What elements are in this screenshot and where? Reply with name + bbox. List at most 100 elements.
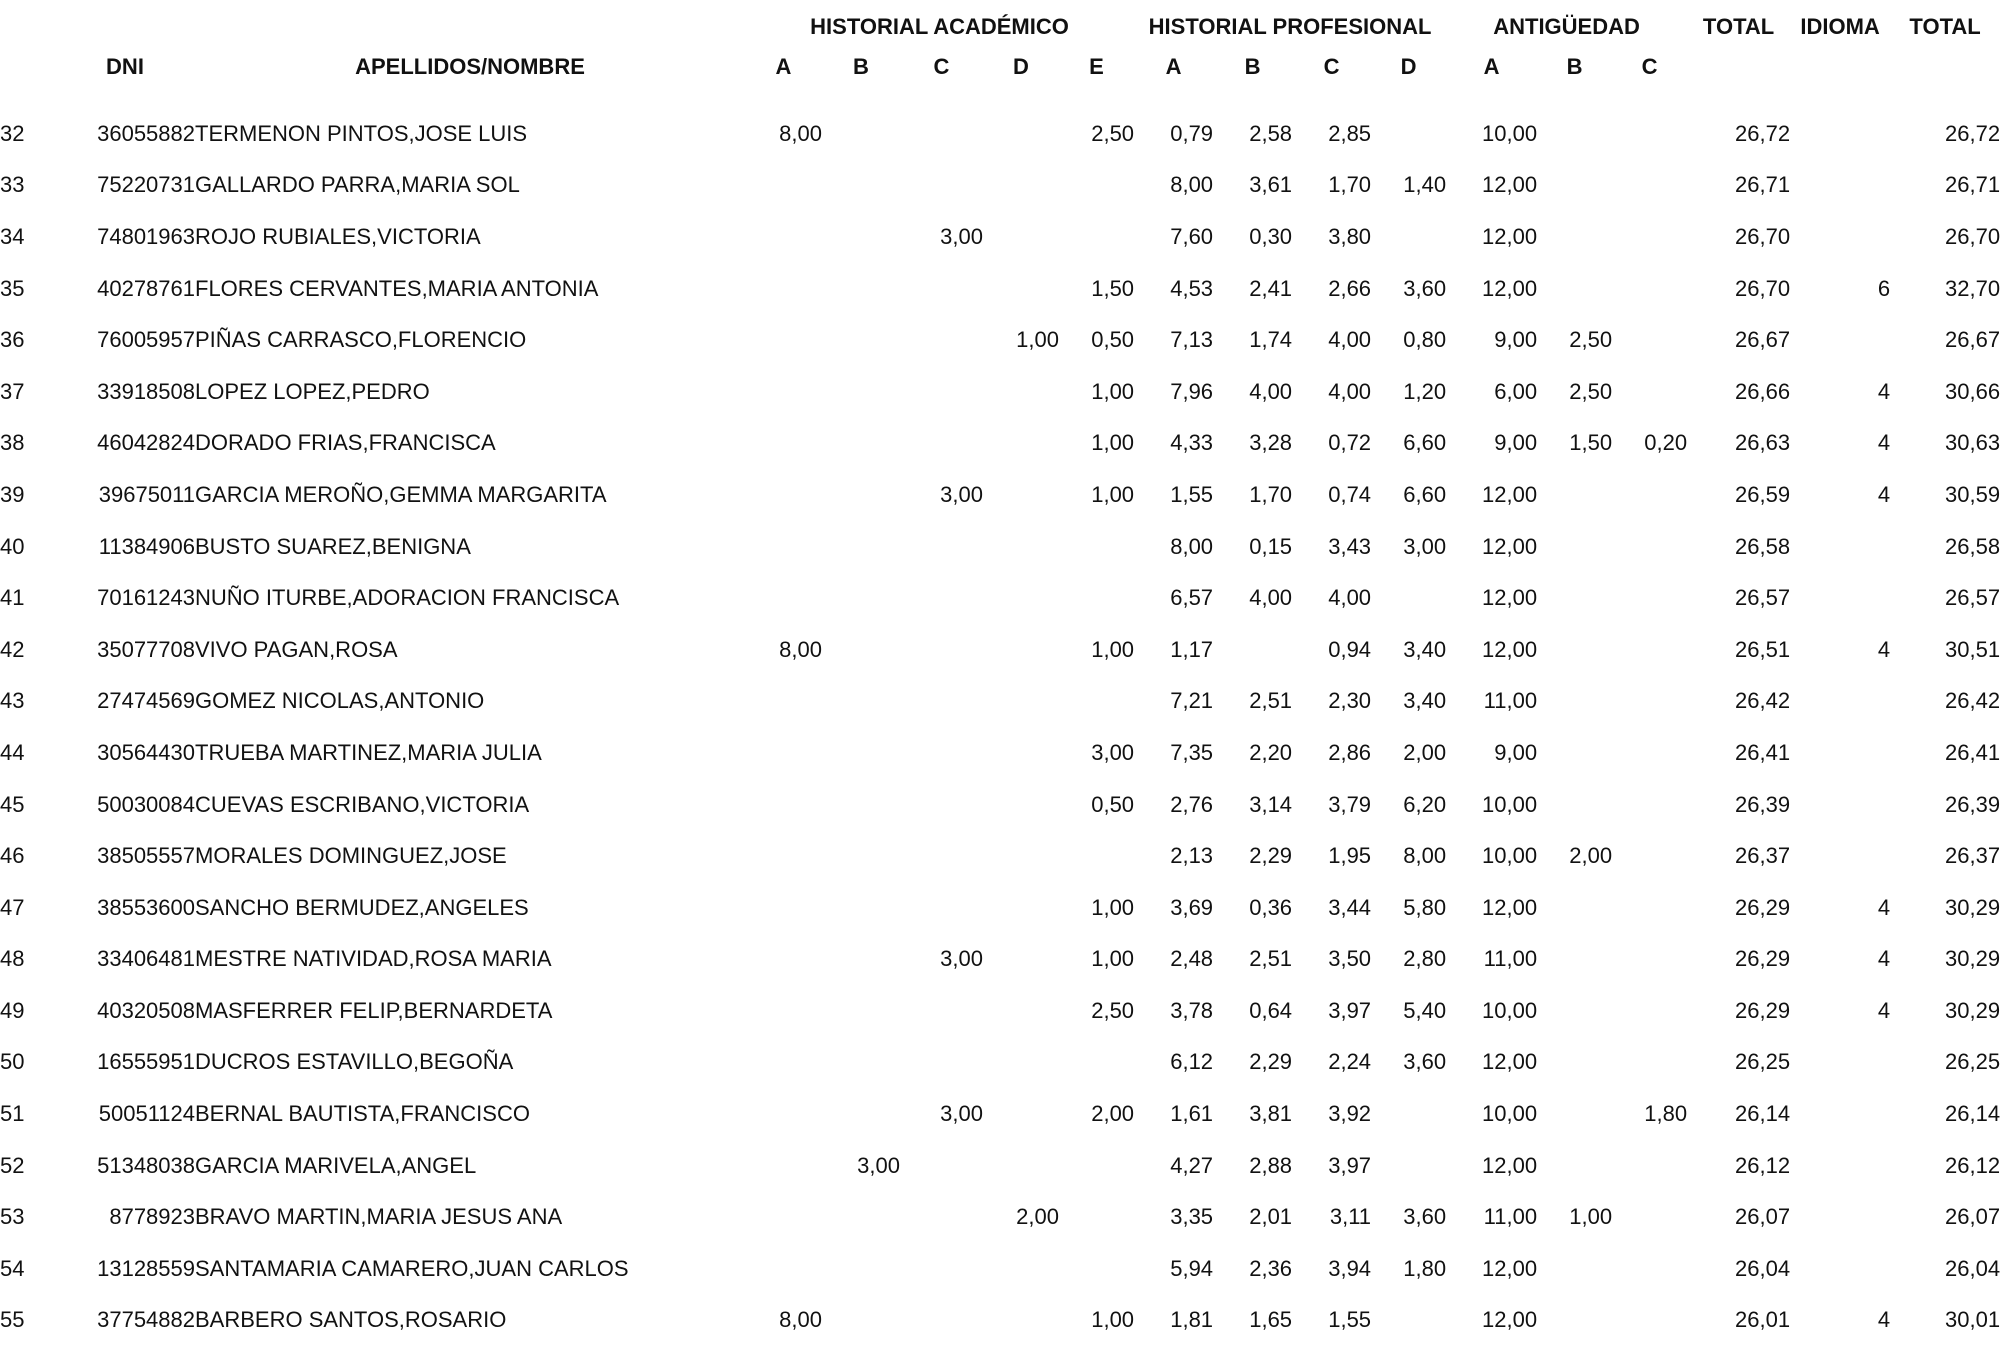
ha-b-value	[822, 676, 900, 728]
column-header-ha-c: C	[933, 54, 950, 79]
hp-c-value: 1,55	[1328, 1307, 1372, 1333]
ha-d-value	[983, 624, 1059, 676]
hp-c-value: 3,94	[1328, 1255, 1372, 1281]
ant-c-value	[1612, 1243, 1687, 1295]
hp-b-value: 2,88	[1249, 1152, 1293, 1178]
hp-c-value: 3,44	[1328, 894, 1372, 920]
ant-a-value: 10,00	[1482, 843, 1538, 869]
ha-e-value	[1059, 1243, 1134, 1295]
ha-e-value	[1059, 1140, 1134, 1192]
apellidos-nombre-value: BERNAL BAUTISTA,FRANCISCO	[195, 1101, 530, 1127]
ant-c-value	[1612, 779, 1687, 831]
idioma-value: 4	[1877, 1307, 1891, 1333]
hp-d-value	[1371, 1140, 1446, 1192]
dni-value: 8778923	[109, 1204, 195, 1230]
total-value: 26,04	[1735, 1255, 1791, 1281]
total-value: 26,29	[1735, 894, 1791, 920]
ha-e-value	[1059, 1037, 1134, 1089]
apellidos-nombre-value: BUSTO SUAREZ,BENIGNA	[195, 533, 471, 559]
hp-b-value: 0,30	[1249, 223, 1293, 249]
total-value: 26,63	[1735, 430, 1791, 456]
hp-c-value: 4,00	[1328, 585, 1372, 611]
table-row: 36 76005957 PIÑAS CARRASCO,FLORENCIO 1,00 0,…	[0, 314, 2000, 366]
hp-d-value	[1371, 108, 1446, 160]
idioma-value: 4	[1877, 481, 1891, 507]
hp-c-value: 3,97	[1328, 997, 1372, 1023]
apellidos-nombre-value: GARCIA MEROÑO,GEMMA MARGARITA	[195, 481, 607, 507]
column-header-spacer	[0, 50, 55, 108]
hp-c-value: 1,95	[1328, 843, 1372, 869]
ha-b-value	[822, 418, 900, 470]
idioma-value: 4	[1877, 378, 1891, 404]
ha-a-value	[745, 418, 822, 470]
ant-a-value: 10,00	[1482, 791, 1538, 817]
ant-b-value	[1537, 1037, 1612, 1089]
total-value: 26,70	[1735, 223, 1791, 249]
column-header-ha-d: D	[1013, 54, 1029, 79]
column-header-blank-idioma	[1790, 50, 1890, 108]
column-header-blank-total	[1687, 50, 1790, 108]
hp-b-value: 2,51	[1249, 688, 1293, 714]
idioma-value	[1790, 830, 1890, 882]
row-number: 40	[0, 533, 25, 559]
column-header-hp-d: D	[1400, 54, 1417, 79]
total-final-value: 26,04	[1945, 1255, 2000, 1281]
hp-a-value: 3,35	[1170, 1204, 1214, 1230]
ant-c-value	[1612, 934, 1687, 986]
ha-b-value	[822, 521, 900, 573]
hp-d-value: 2,80	[1403, 946, 1447, 972]
hp-a-value: 1,81	[1170, 1307, 1214, 1333]
hp-d-value: 0,80	[1403, 327, 1447, 353]
ha-c-value	[900, 676, 983, 728]
hp-b-value: 1,70	[1249, 481, 1293, 507]
row-number: 45	[0, 791, 25, 817]
ha-d-value	[983, 779, 1059, 831]
total-final-value: 26,57	[1945, 585, 2000, 611]
ant-b-value	[1537, 160, 1612, 212]
hp-a-value: 5,94	[1170, 1255, 1214, 1281]
hp-a-value: 3,69	[1170, 894, 1214, 920]
hp-c-value: 4,00	[1328, 327, 1372, 353]
ant-a-value: 12,00	[1482, 1255, 1538, 1281]
table-row: 44 30564430 TRUEBA MARTINEZ,MARIA JULIA 3,0…	[0, 727, 2000, 779]
ant-c-value	[1612, 1191, 1687, 1243]
row-number: 42	[0, 636, 25, 662]
hp-b-value: 4,00	[1249, 585, 1293, 611]
ha-b-value	[822, 108, 900, 160]
dni-value: 37754882	[97, 1307, 195, 1333]
column-header-dni: DNI	[106, 54, 144, 79]
ha-d-value: 2,00	[1016, 1204, 1059, 1230]
ha-c-value	[900, 779, 983, 831]
table-row: 50 16555951 DUCROS ESTAVILLO,BEGOÑA 6,12 2,2…	[0, 1037, 2000, 1089]
hp-b-value	[1213, 624, 1292, 676]
hp-c-value: 2,85	[1328, 120, 1372, 146]
hp-a-value: 7,21	[1170, 688, 1214, 714]
ha-e-value	[1059, 160, 1134, 212]
row-number: 44	[0, 739, 25, 765]
ha-b-value	[822, 160, 900, 212]
table-row: 55 37754882 BARBERO SANTOS,ROSARIO 8,00 1,00…	[0, 1295, 2000, 1347]
row-number: 38	[0, 430, 25, 456]
ant-a-value: 10,00	[1482, 120, 1538, 146]
ha-d-value	[983, 1140, 1059, 1192]
total-value: 26,12	[1735, 1152, 1791, 1178]
apellidos-nombre-value: FLORES CERVANTES,MARIA ANTONIA	[195, 275, 599, 301]
ha-b-value	[822, 1191, 900, 1243]
ha-b-value	[822, 624, 900, 676]
total-value: 26,57	[1735, 585, 1791, 611]
dni-value: 33918508	[97, 378, 195, 404]
ha-c-value	[900, 160, 983, 212]
total-final-value: 26,67	[1945, 327, 2000, 353]
ha-e-value	[1059, 572, 1134, 624]
idioma-value: 4	[1877, 997, 1891, 1023]
ant-b-value	[1537, 1295, 1612, 1347]
table-row: 40 11384906 BUSTO SUAREZ,BENIGNA 8,00 0,15 3,…	[0, 521, 2000, 573]
ant-a-value: 9,00	[1494, 430, 1538, 456]
ant-c-value	[1612, 727, 1687, 779]
ha-e-value	[1059, 521, 1134, 573]
ha-a-value	[745, 934, 822, 986]
hp-b-value: 2,58	[1249, 120, 1293, 146]
ant-b-value	[1537, 108, 1612, 160]
row-number: 37	[0, 378, 25, 404]
hp-a-value: 7,60	[1170, 223, 1214, 249]
